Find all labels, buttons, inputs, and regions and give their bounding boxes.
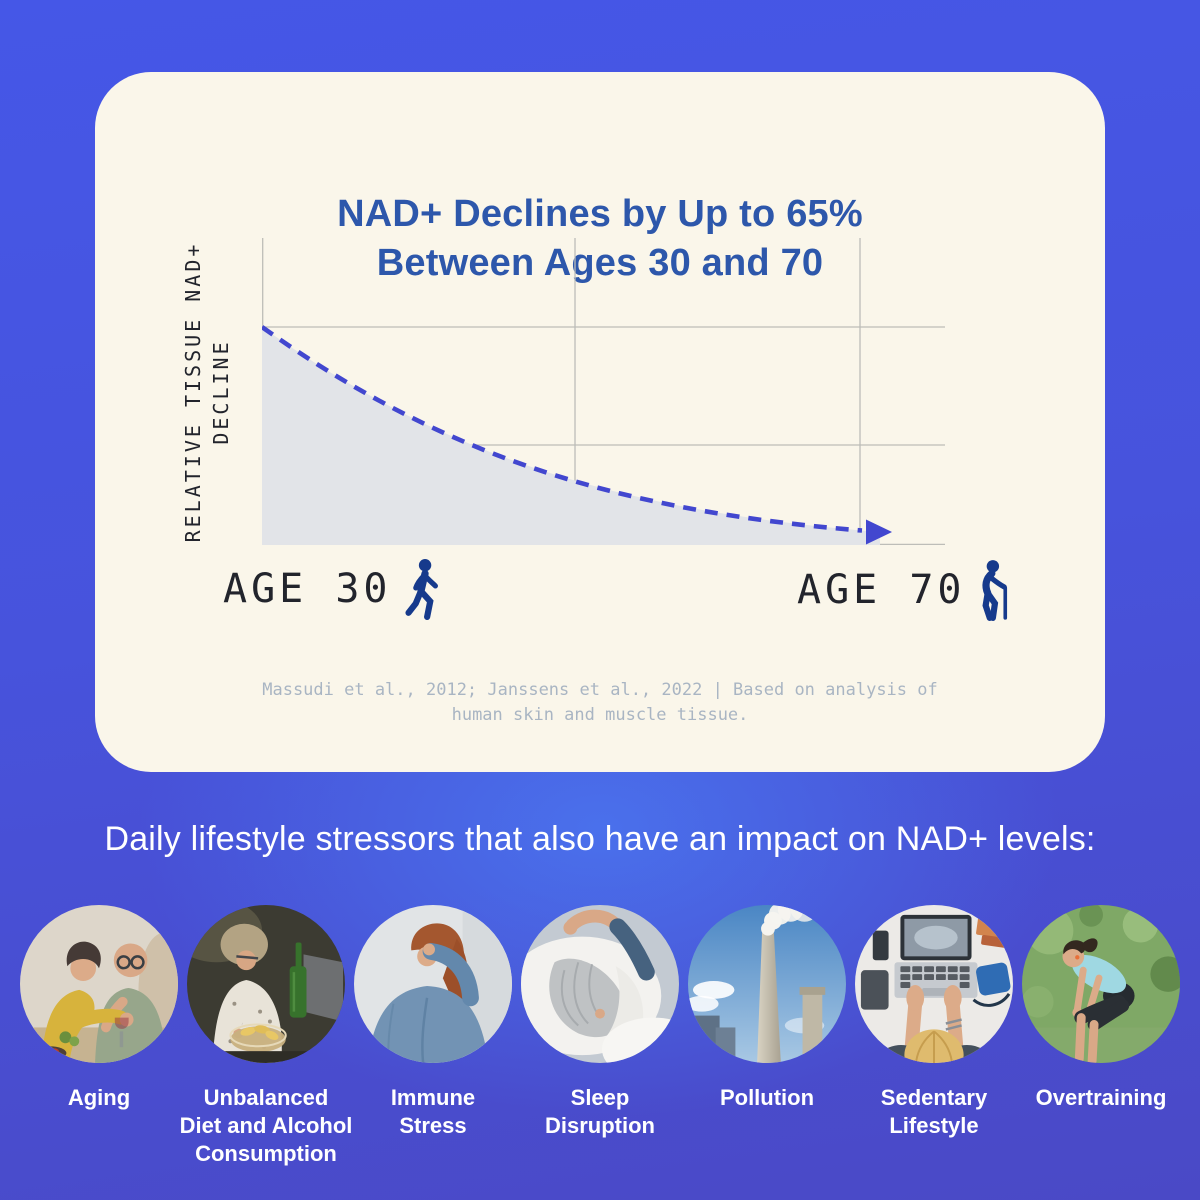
list-item-pollution: Pollution	[687, 905, 847, 1168]
restless-sleeper-in-bed-photo	[521, 905, 679, 1063]
age-70-label: AGE 70	[797, 567, 966, 613]
elderly-person-cane-icon	[981, 560, 1007, 621]
age-30-label: AGE 30	[223, 566, 392, 612]
list-item-sedentary-lifestyle: Sedentary Lifestyle	[854, 905, 1014, 1168]
x-axis-label-age70: AGE 70	[797, 558, 1016, 622]
source-citation: Massudi et al., 2012; Janssens et al., 2…	[262, 680, 938, 725]
stressor-list: Aging	[0, 905, 1200, 1168]
list-item-unbalanced-diet: Unbalanced Diet and Alcohol Consumption	[180, 905, 352, 1168]
y-axis-label: RELATIVE TISSUE NAD+ DECLINE	[181, 241, 233, 543]
page-title: NAD+ Declines by Up to 65% Between Ages …	[95, 190, 1105, 288]
decline-curve	[262, 325, 863, 533]
late-night-snacks-beer-photo	[187, 905, 345, 1063]
walking-person-icon	[404, 559, 438, 620]
stressor-label: Overtraining	[1035, 1085, 1167, 1110]
stressor-label: Sedentary Lifestyle	[880, 1085, 988, 1138]
curve-arrow-icon	[866, 519, 892, 545]
title-line-1: NAD+ Declines by Up to 65%	[337, 193, 863, 235]
list-item-immune-stress: Immune Stress	[353, 905, 513, 1168]
x-axis-label-age30: AGE 30	[223, 558, 442, 620]
woman-sneezing-into-elbow-photo	[354, 905, 512, 1063]
elderly-couple-at-table-photo	[20, 905, 178, 1063]
list-item-aging: Aging	[19, 905, 179, 1168]
stressor-label: Pollution	[719, 1085, 815, 1110]
desk-worker-laptop-overhead-photo	[855, 905, 1013, 1063]
list-item-sleep-disruption: Sleep Disruption	[520, 905, 680, 1168]
nad-decline-chart	[262, 238, 945, 545]
stressor-label: Unbalanced Diet and Alcohol Consumption	[179, 1085, 353, 1166]
stressor-label: Immune Stress	[390, 1085, 476, 1138]
chart-card: NAD+ Declines by Up to 65% Between Ages …	[95, 72, 1105, 772]
exhausted-athlete-outdoors-photo	[1022, 905, 1180, 1063]
title-line-2: Between Ages 30 and 70	[376, 242, 824, 284]
stressor-label: Aging	[67, 1085, 131, 1110]
list-item-overtraining: Overtraining	[1021, 905, 1181, 1168]
stressor-label: Sleep Disruption	[545, 1085, 655, 1138]
stressors-heading: Daily lifestyle stressors that also have…	[104, 820, 1096, 858]
area-under-curve	[262, 327, 880, 545]
factory-smokestack-photo	[688, 905, 846, 1063]
